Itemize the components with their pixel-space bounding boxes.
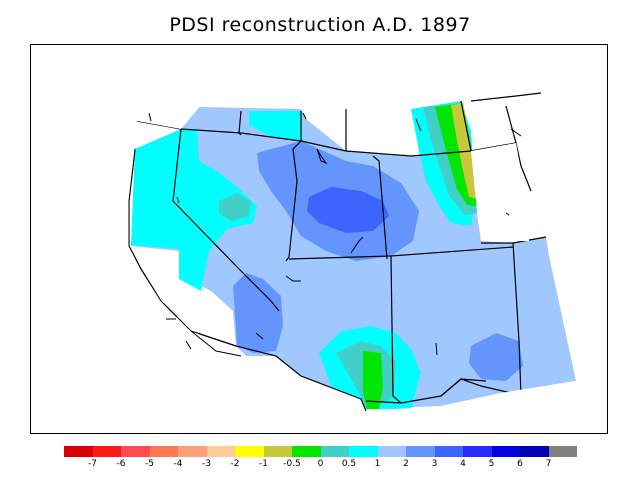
- colorbar-label: 3: [431, 459, 438, 469]
- colorbar-label: 0: [317, 459, 324, 469]
- boundary-north-border: [136, 120, 517, 157]
- colorbar-swatch: [92, 446, 121, 457]
- mask-east-sd: [471, 143, 529, 241]
- colorbar-swatch: [548, 446, 577, 457]
- colorbar-labels: -7 -6 -5 -4 -3 -2 -1 -0.5 0 0.5 1 2 3 4 5 6 7: [0, 459, 640, 473]
- colorbar-swatch: [64, 446, 93, 457]
- lake-tahoe: [176, 196, 180, 204]
- colorbar-swatch: [263, 446, 292, 457]
- lake-ne-1: [505, 212, 510, 216]
- colorbar-label: 6: [517, 459, 523, 469]
- pdsi-region-blue-se: [469, 333, 523, 381]
- colorbar-label: 1: [374, 459, 381, 469]
- colorbar-label: 5: [488, 459, 495, 469]
- map-title: PDSI reconstruction A.D. 1897: [169, 14, 471, 36]
- boundary-az-nm: [390, 255, 402, 404]
- mask-southeast: [366, 381, 607, 433]
- colorbar-swatch: [235, 446, 264, 457]
- lake-north-1: [302, 112, 307, 120]
- colorbar-swatch: [377, 446, 406, 457]
- pdsi-region-blue-sw: [233, 273, 283, 353]
- colorbar-label: -1: [259, 459, 268, 469]
- pdsi-region-cyan-north: [249, 111, 303, 141]
- mask-mexico-south: [241, 361, 366, 433]
- mask-north-canada: [121, 45, 607, 129]
- pdsi-region-blue-north: [263, 146, 293, 179]
- boundary-nv-ut: [285, 180, 298, 262]
- colorbar-swatch: [206, 446, 235, 457]
- colorbar-swatch: [434, 446, 463, 457]
- colorbar-label: 4: [460, 459, 466, 469]
- colorbar-swatch: [121, 446, 150, 457]
- colorbar-label: 2: [403, 459, 409, 469]
- mask-ocean-west: [31, 45, 241, 433]
- colorbar-label: -6: [116, 459, 126, 469]
- colorbar-swatch: [292, 446, 321, 457]
- lake-nm: [435, 342, 438, 356]
- boundary-ca-nv: [172, 128, 280, 312]
- boundary-nd-east: [505, 105, 517, 144]
- boundary-sd-nd: [470, 92, 542, 102]
- pdsi-region-green-south: [363, 351, 383, 409]
- boundary-tx-mex: [440, 378, 487, 397]
- colorbar-label: -7: [88, 459, 97, 469]
- colorbar-swatch: [520, 446, 549, 457]
- colorbar-swatch: [178, 446, 207, 457]
- colorbar-label: -3: [202, 459, 211, 469]
- coastline-baja: [190, 330, 242, 357]
- pdsi-region-blue-core: [307, 187, 389, 233]
- boundary-southwest-coast: [235, 345, 367, 412]
- colorbar-swatch: [149, 446, 178, 457]
- colorbar-swatch: [491, 446, 520, 457]
- pdsi-region-cyan-west: [131, 129, 257, 291]
- colorbar-swatch: [406, 446, 435, 457]
- lake-north-2: [415, 118, 422, 132]
- map-frame: [30, 44, 608, 434]
- boundary-co-ks: [481, 236, 547, 244]
- colorbar-swatch: [320, 446, 349, 457]
- river-colorado: [350, 236, 364, 254]
- pdsi-map: [31, 45, 607, 433]
- colorbar-swatch: [349, 446, 378, 457]
- boundary-oregon-idaho: [238, 110, 242, 136]
- colorbar-swatch: [463, 446, 492, 457]
- island-channel-2: [185, 340, 192, 350]
- colorbar-label: -0.5: [283, 459, 301, 469]
- pdsi-region-cyan-lens: [219, 193, 251, 221]
- colorbar: [64, 446, 577, 457]
- lake-north-3: [510, 128, 522, 137]
- coastline-details: [128, 112, 522, 357]
- colorbar-label: -4: [173, 459, 183, 469]
- lake-mead: [285, 275, 301, 282]
- colorbar-label: 0.5: [341, 459, 357, 469]
- state-boundaries: [128, 92, 547, 412]
- lake-salton: [255, 332, 264, 340]
- colorbar-label: -5: [145, 459, 154, 469]
- colorbar-label: 7: [545, 459, 552, 469]
- colorbar-label: -2: [230, 459, 240, 469]
- lake-canada: [148, 112, 152, 122]
- lake-great-salt: [316, 148, 328, 165]
- boundary-nm-tx: [512, 242, 522, 397]
- boundary-idaho-montana: [292, 111, 302, 182]
- boundary-wyoming-north: [372, 155, 388, 260]
